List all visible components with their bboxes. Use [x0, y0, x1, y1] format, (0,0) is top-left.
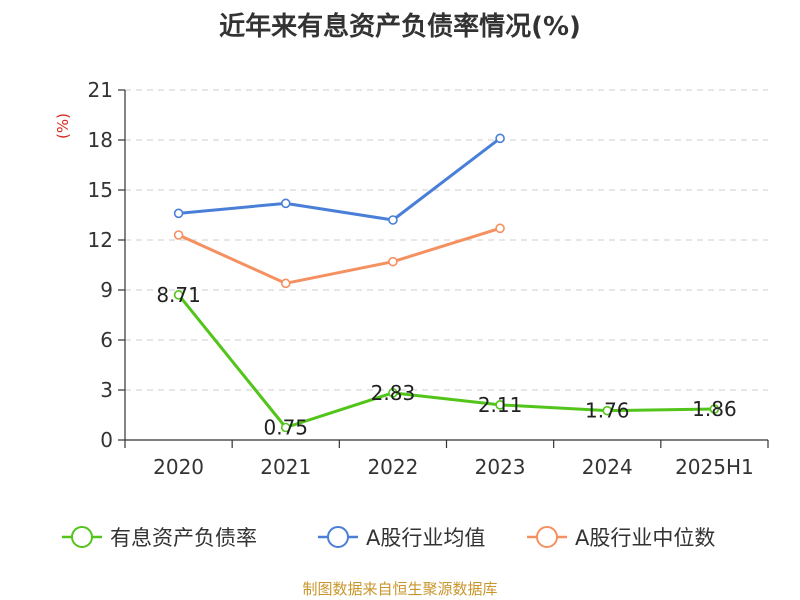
y-tick-label: 9 — [100, 278, 113, 302]
x-tick-label: 2023 — [475, 455, 526, 479]
series-line — [177, 226, 501, 285]
data-point — [709, 404, 720, 414]
data-point — [280, 422, 291, 433]
series — [173, 133, 720, 433]
data-labels: 8.71 0.75 2.83 2.11 1.76 1.86 — [156, 283, 736, 440]
chart-title: 近年来有息资产负债率情况(%) — [219, 12, 581, 42]
data-label: 2.83 — [371, 381, 416, 405]
y-tick-label: 12 — [88, 228, 113, 252]
x-tick-label: 2021 — [260, 455, 311, 479]
data-point — [602, 405, 613, 416]
data-label: 1.86 — [692, 397, 737, 421]
y-tick-label: 21 — [88, 78, 113, 102]
y-tick-label: 6 — [100, 328, 113, 352]
data-label: 1.76 — [585, 399, 630, 423]
data-label: 2.11 — [478, 393, 523, 417]
data-point — [495, 223, 505, 234]
legend-label: 有息资产负债率 — [110, 526, 257, 550]
x-tick-label: 2025H1 — [675, 455, 754, 479]
gridlines — [125, 89, 768, 391]
data-point — [173, 290, 184, 300]
series-line — [178, 137, 501, 222]
legend-label: A股行业均值 — [366, 526, 485, 550]
data-point — [173, 230, 184, 240]
axes: 0 3 6 9 12 15 18 21 2020 2021 2022 2023 2024 2025H1 — [88, 78, 769, 479]
data-label: 0.75 — [263, 416, 308, 440]
y-axis-unit-label: (%) — [54, 113, 72, 139]
legend: 有息资产负债率 A股行业均值 A股行业中位数 — [62, 526, 715, 550]
data-source-note: 制图数据来自恒生聚源数据库 — [302, 580, 498, 598]
legend-marker — [327, 526, 349, 548]
data-point — [173, 208, 184, 219]
y-tick-label: 3 — [100, 378, 113, 402]
legend-marker — [536, 526, 558, 548]
data-point — [388, 388, 398, 398]
legend-label: A股行业中位数 — [575, 526, 715, 550]
x-tick-label: 2020 — [153, 455, 204, 479]
series-line — [177, 293, 715, 429]
data-label: 8.71 — [156, 283, 201, 307]
y-tick-label: 15 — [88, 178, 113, 202]
x-tick-label: 2022 — [367, 455, 418, 479]
legend-marker — [71, 526, 93, 548]
data-point — [495, 400, 505, 410]
y-tick-label: 0 — [100, 428, 113, 452]
data-point — [388, 215, 398, 225]
data-point — [388, 256, 398, 267]
x-tick-label: 2024 — [582, 455, 633, 479]
data-point — [495, 133, 505, 144]
data-point — [280, 278, 291, 289]
y-tick-label: 18 — [88, 128, 113, 152]
data-point — [280, 198, 291, 209]
